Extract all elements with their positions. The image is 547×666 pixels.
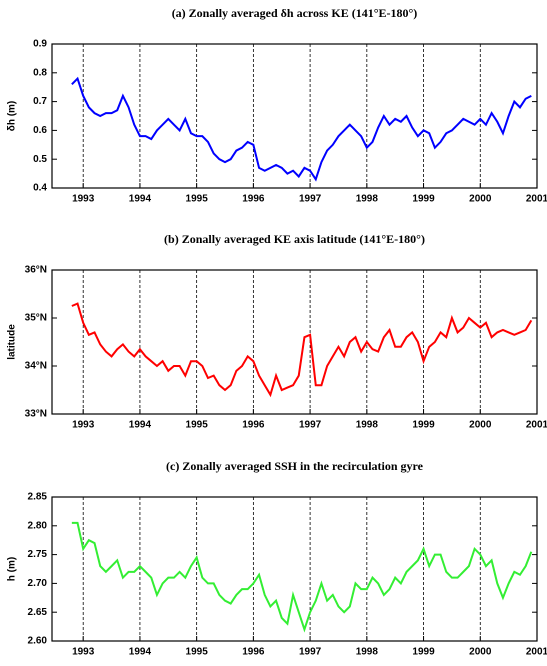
x-tick-label: 1993 <box>72 420 95 431</box>
x-tick-label: 1997 <box>299 194 322 205</box>
x-tick-label: 2001 <box>526 647 547 658</box>
x-tick-label: 1993 <box>72 647 95 658</box>
x-tick-label: 1999 <box>412 647 435 658</box>
x-tick-label: 1998 <box>356 194 379 205</box>
y-axis-label: δh (m) <box>7 101 18 132</box>
x-tick-label: 1997 <box>299 647 322 658</box>
x-tick-label: 2001 <box>526 194 547 205</box>
x-tick-label: 2001 <box>526 420 547 431</box>
y-tick-label: 0.7 <box>33 96 47 107</box>
data-line <box>71 302 533 398</box>
y-tick-label: 0.9 <box>33 39 47 50</box>
data-line <box>71 521 533 633</box>
y-tick-label: 35°N <box>25 313 47 324</box>
y-tick-label: 33°N <box>25 409 47 420</box>
x-tick-label: 1994 <box>129 194 152 205</box>
x-tick-label: 1995 <box>186 420 209 431</box>
x-tick-label: 1998 <box>356 647 379 658</box>
y-tick-label: 2.75 <box>28 549 48 560</box>
x-tick-label: 1997 <box>299 420 322 431</box>
y-tick-label: 2.85 <box>28 492 48 503</box>
y-tick-label: 2.65 <box>28 607 48 618</box>
x-tick-label: 2000 <box>469 420 492 431</box>
y-tick-label: 34°N <box>25 361 47 372</box>
panel-title: (c) Zonally averaged SSH in the recircul… <box>166 459 424 473</box>
y-axis-label: h (m) <box>7 557 18 581</box>
x-tick-label: 1994 <box>129 420 152 431</box>
data-line <box>71 76 532 182</box>
x-tick-label: 1993 <box>72 194 95 205</box>
x-tick-label: 1995 <box>186 194 209 205</box>
x-tick-label: 1995 <box>186 647 209 658</box>
y-tick-label: 2.60 <box>28 636 48 647</box>
y-tick-label: 2.80 <box>28 520 48 531</box>
x-tick-label: 1999 <box>412 420 435 431</box>
x-tick-label: 2000 <box>469 647 492 658</box>
x-tick-label: 1999 <box>412 194 435 205</box>
y-tick-label: 0.4 <box>33 183 47 194</box>
x-tick-label: 1996 <box>242 420 265 431</box>
x-tick-label: 1996 <box>242 647 265 658</box>
y-tick-label: 0.6 <box>33 125 47 136</box>
plot-frame <box>51 496 538 642</box>
y-axis-label: latitude <box>7 324 18 360</box>
y-tick-label: 0.8 <box>33 67 47 78</box>
plot-frame <box>51 43 538 189</box>
x-tick-label: 1994 <box>129 647 152 658</box>
y-tick-label: 0.5 <box>33 154 47 165</box>
panel-title: (a) Zonally averaged δh across KE (141°E… <box>172 6 418 20</box>
y-tick-label: 2.70 <box>28 578 48 589</box>
x-tick-label: 1998 <box>356 420 379 431</box>
x-tick-label: 1996 <box>242 194 265 205</box>
x-tick-label: 2000 <box>469 194 492 205</box>
y-tick-label: 36°N <box>25 265 47 276</box>
plot-frame <box>51 269 538 415</box>
panel-title: (b) Zonally averaged KE axis latitude (1… <box>164 232 425 246</box>
